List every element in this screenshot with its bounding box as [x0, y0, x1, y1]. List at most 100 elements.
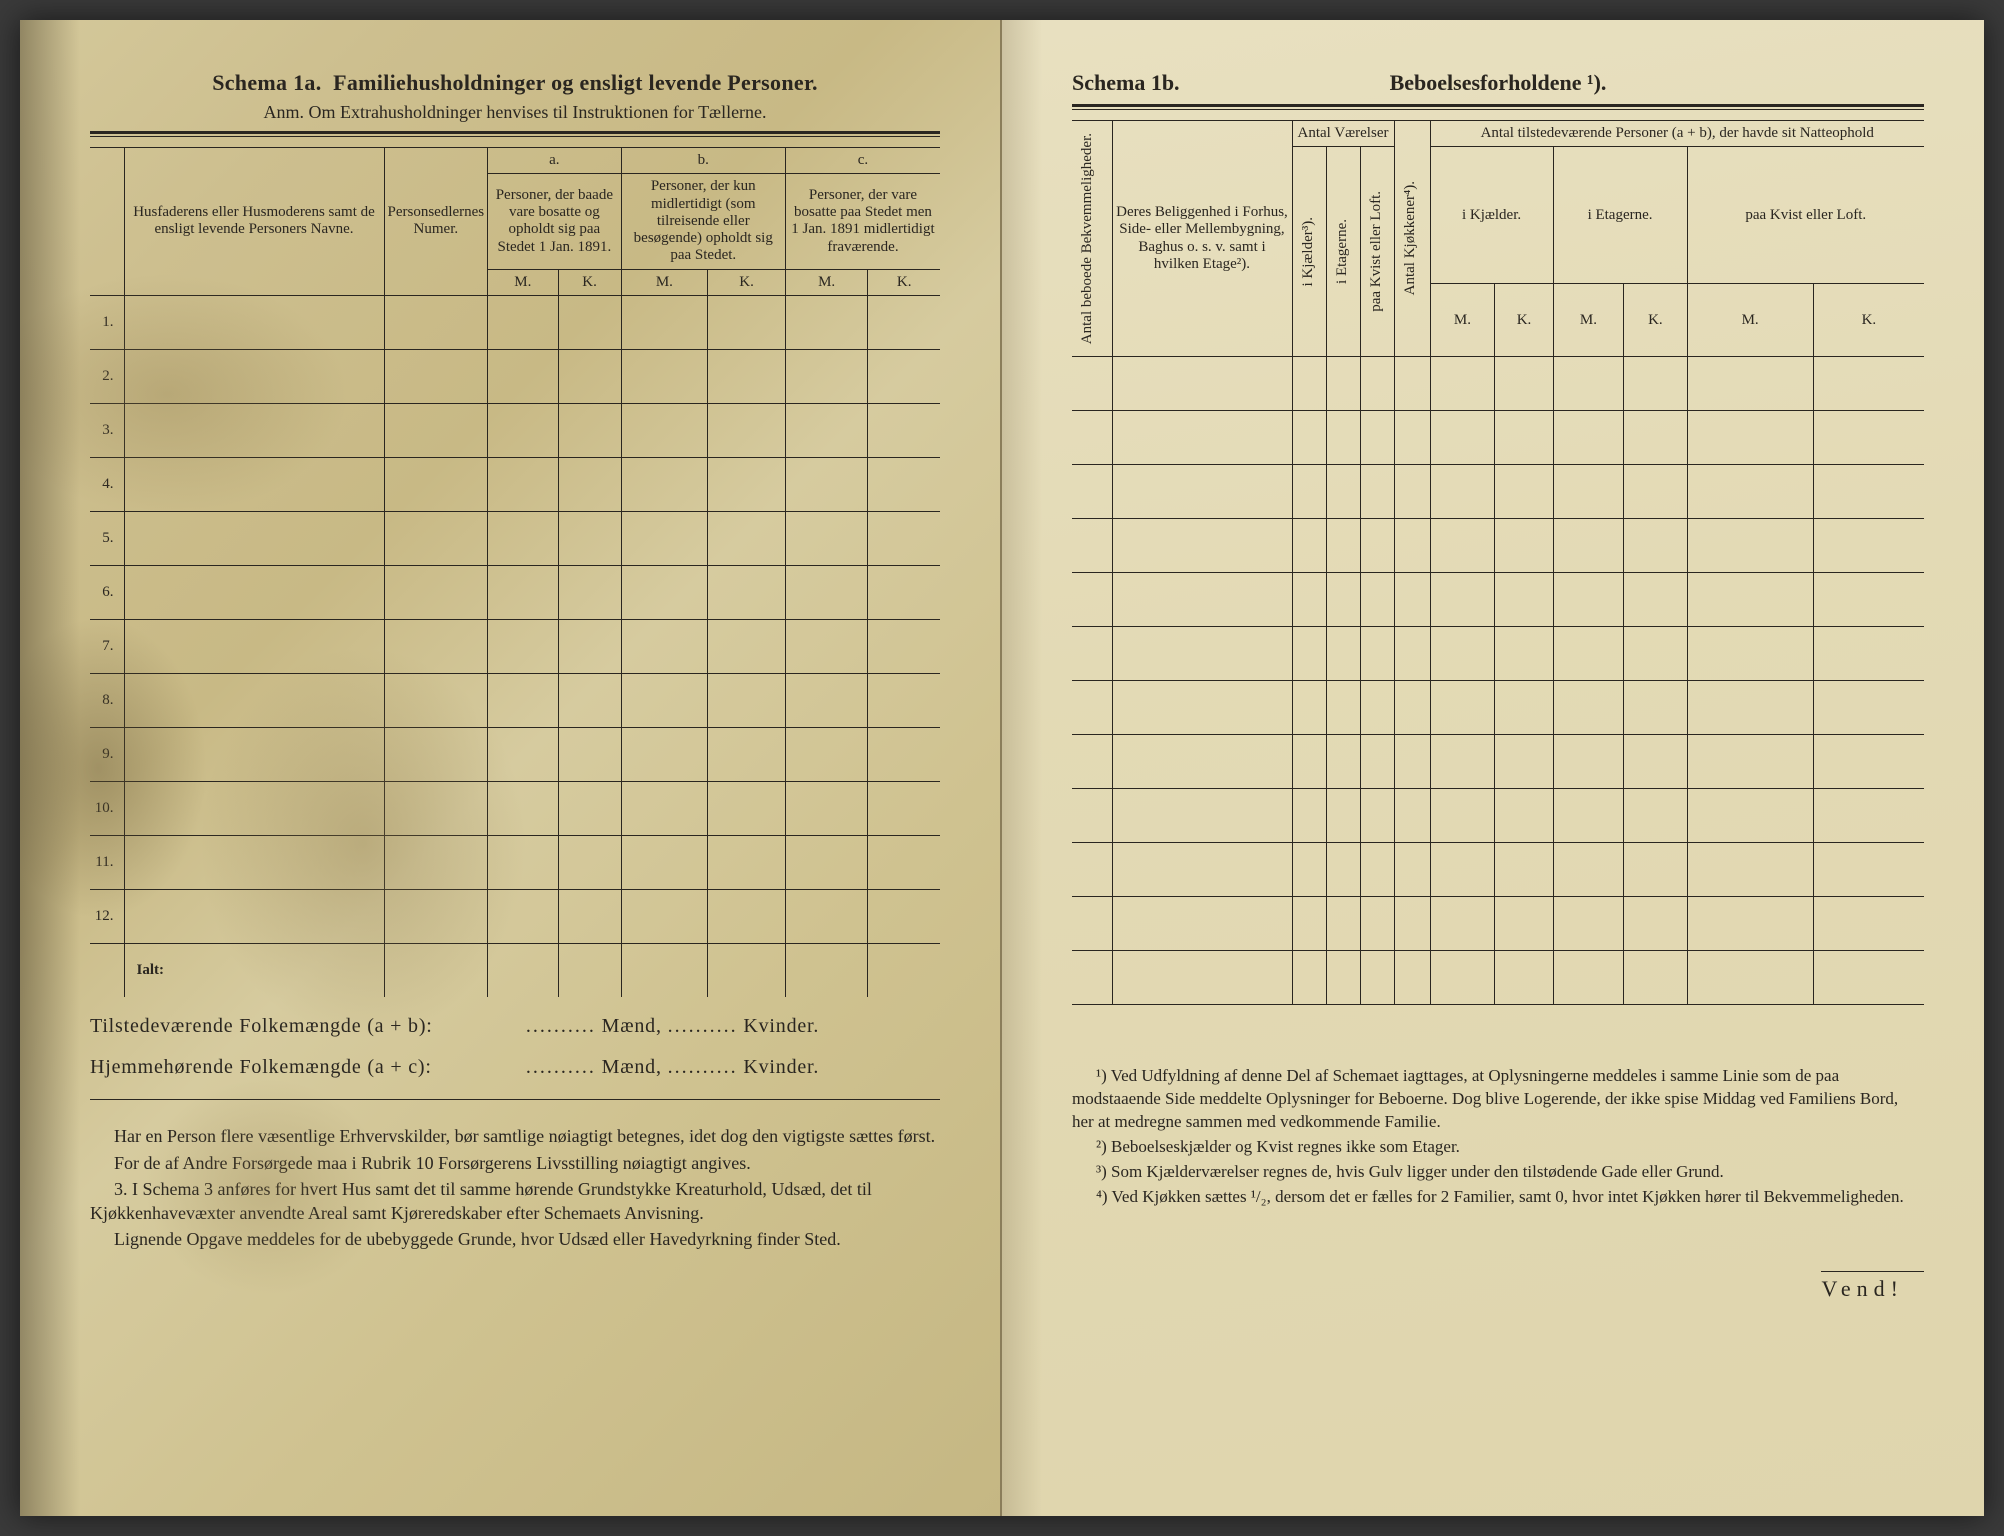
divider: [1072, 109, 1924, 110]
dots: ..........: [526, 1015, 596, 1037]
maend-label: Mænd,: [602, 1015, 662, 1037]
table-row: [1072, 519, 1924, 573]
table-row: 12.: [90, 889, 940, 943]
table-row: 1.: [90, 295, 940, 349]
col-m: M.: [1430, 284, 1495, 357]
table-1a: Husfaderens eller Husmoderens samt de en…: [90, 147, 940, 997]
table-row: 8.: [90, 673, 940, 727]
sum1-label: Tilstedeværende Folkemængde (a + b):: [90, 1015, 520, 1038]
col-person-numer: Personsedlernes Numer.: [384, 148, 488, 296]
note-text: Har en Person flere væsentlige Erhvervsk…: [90, 1124, 940, 1148]
note-text: For de af Andre Forsørgede maa i Rubrik …: [90, 1151, 940, 1175]
footnote-text: ³) Som Kjælderværelser regnes de, hvis G…: [1072, 1161, 1924, 1184]
divider: [90, 1099, 940, 1100]
table-row: [1072, 357, 1924, 411]
group-persons: Antal tilstedeværende Personer (a + b), …: [1430, 121, 1924, 147]
group-a-label: a.: [488, 148, 621, 174]
table-row: [1072, 573, 1924, 627]
table-1b: Antal beboede Bekvemmeligheder. Deres Be…: [1072, 120, 1924, 1005]
sub-etagerne: i Etagerne.: [1553, 147, 1687, 284]
schema-1a-label: Schema 1a.: [212, 70, 321, 95]
table-row: [1072, 681, 1924, 735]
schema-1a-subnote: Anm. Om Extrahusholdninger henvises til …: [90, 102, 940, 123]
kvinder-label: Kvinder.: [743, 1056, 819, 1078]
table-row: [1072, 735, 1924, 789]
table-row: 10.: [90, 781, 940, 835]
table-row: 7.: [90, 619, 940, 673]
table-row: 9.: [90, 727, 940, 781]
kvinder-label: Kvinder.: [743, 1015, 819, 1037]
table-1a-body: 1.2.3.4.5.6.7.8.9.10.11.12.: [90, 295, 940, 943]
col-k: K.: [1813, 284, 1924, 357]
maend-label: Mænd,: [602, 1056, 662, 1078]
table-row: 5.: [90, 511, 940, 565]
table-1b-head: Antal beboede Bekvemmeligheder. Deres Be…: [1072, 121, 1924, 357]
group-b-label: b.: [621, 148, 785, 174]
col-m: M.: [1553, 284, 1624, 357]
table-row: 3.: [90, 403, 940, 457]
ialt-label: Ialt:: [124, 943, 384, 997]
group-a-text: Personer, der baade vare bosatte og opho…: [488, 174, 621, 269]
group-c-label: c.: [785, 148, 940, 174]
table-1a-head: Husfaderens eller Husmoderens samt de en…: [90, 148, 940, 296]
schema-1a-heading: Familiehusholdninger og ensligt levende …: [333, 70, 818, 95]
divider: [90, 136, 940, 137]
vcol-kjokkener: Antal Kjøkkener⁴).: [1398, 173, 1423, 303]
divider: [1072, 104, 1924, 107]
sum2-label: Hjemmehørende Folkemængde (a + c):: [90, 1056, 520, 1079]
table-row: 4.: [90, 457, 940, 511]
footnote-text: ²) Beboelseskjælder og Kvist regnes ikke…: [1072, 1136, 1924, 1159]
vcol-kvist: paa Kvist eller Loft.: [1364, 183, 1389, 320]
page-spread: Schema 1a. Familiehusholdninger og ensli…: [20, 20, 1984, 1516]
schema-1b-heading: Beboelsesforholdene ¹).: [1242, 70, 1754, 96]
table-row-ialt: Ialt:: [90, 943, 940, 997]
table-row: [1072, 465, 1924, 519]
col-m: M.: [785, 269, 867, 295]
schema-1b-title: Schema 1b. Beboelsesforholdene ¹).: [1072, 70, 1924, 96]
group-b-text: Personer, der kun midlertidigt (som tilr…: [621, 174, 785, 269]
table-row: [1072, 951, 1924, 1005]
table-row: [1072, 627, 1924, 681]
table-row: 6.: [90, 565, 940, 619]
footnotes: ¹) Ved Udfyldning af denne Del af Schema…: [1072, 1065, 1924, 1209]
table-row: [1072, 411, 1924, 465]
notes-left: Har en Person flere væsentlige Erhvervsk…: [90, 1124, 940, 1251]
col-m: M.: [488, 269, 558, 295]
page-left: Schema 1a. Familiehusholdninger og ensli…: [20, 20, 1002, 1516]
col-k: K.: [1495, 284, 1553, 357]
col-k: K.: [708, 269, 786, 295]
note-text: Lignende Opgave meddeles for de ubebygge…: [90, 1227, 940, 1251]
schema-1b-label: Schema 1b.: [1072, 70, 1242, 96]
schema-1a-title: Schema 1a. Familiehusholdninger og ensli…: [90, 70, 940, 96]
col-k: K.: [558, 269, 621, 295]
sub-kvist: paa Kvist eller Loft.: [1687, 147, 1924, 284]
col-m: M.: [621, 269, 708, 295]
summary-line-2: Hjemmehørende Folkemængde (a + c): .....…: [90, 1056, 940, 1079]
table-row: 2.: [90, 349, 940, 403]
summary-line-1: Tilstedeværende Folkemængde (a + b): ...…: [90, 1015, 940, 1038]
divider: [90, 131, 940, 134]
dots: ..........: [668, 1056, 738, 1078]
table-row: [1072, 897, 1924, 951]
col-k: K.: [1624, 284, 1687, 357]
table-row: [1072, 843, 1924, 897]
vcol-kjaelder: i Kjælder³).: [1296, 209, 1321, 295]
col-names: Husfaderens eller Husmoderens samt de en…: [124, 148, 384, 296]
vcol-etagerne: i Etagerne.: [1330, 211, 1355, 292]
col-m: M.: [1687, 284, 1813, 357]
group-c-text: Personer, der vare bosatte paa Stedet me…: [785, 174, 940, 269]
col-k: K.: [868, 269, 940, 295]
footnote-text: ¹) Ved Udfyldning af denne Del af Schema…: [1072, 1065, 1924, 1134]
col-beliggenhed: Deres Beliggenhed i Forhus, Side- eller …: [1112, 121, 1292, 357]
table-1b-body: [1072, 357, 1924, 1005]
sub-kjaelder: i Kjælder.: [1430, 147, 1553, 284]
vend-label: Vend!: [1821, 1271, 1924, 1302]
dots: ..........: [668, 1015, 738, 1037]
page-right: Schema 1b. Beboelsesforholdene ¹). Antal…: [1002, 20, 1984, 1516]
table-row: [1072, 789, 1924, 843]
table-row: 11.: [90, 835, 940, 889]
note-text: 3. I Schema 3 anføres for hvert Hus samt…: [90, 1177, 940, 1226]
footnote-text: ⁴) Ved Kjøkken sættes ¹/₂, dersom det er…: [1072, 1186, 1924, 1209]
vcol-bekvem: Antal beboede Bekvemmeligheder.: [1075, 125, 1100, 352]
dots: ..........: [526, 1056, 596, 1078]
